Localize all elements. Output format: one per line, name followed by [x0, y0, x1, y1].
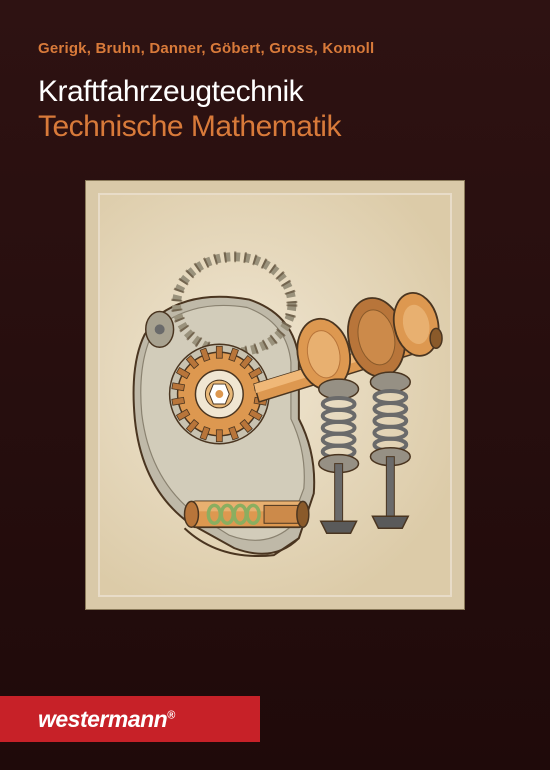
publisher-bar: westermann®: [0, 696, 260, 742]
camshaft-cutaway-svg: [100, 195, 450, 595]
title-main: Kraftfahrzeugtechnik: [38, 75, 512, 110]
publisher-name: westermann: [38, 706, 167, 732]
authors-line: Gerigk, Bruhn, Danner, Göbert, Gross, Ko…: [38, 40, 512, 57]
valve-2: [370, 372, 410, 528]
publisher-logo: westermann®: [38, 706, 175, 733]
book-cover: Gerigk, Bruhn, Danner, Göbert, Gross, Ko…: [0, 0, 550, 770]
valve-1: [319, 379, 359, 533]
illustration-frame: [85, 180, 465, 610]
technical-illustration: [100, 195, 450, 595]
registered-mark: ®: [167, 709, 175, 721]
lower-shaft: [185, 501, 309, 527]
gear-icon: [170, 344, 269, 443]
title-sub: Technische Mathematik: [38, 110, 512, 145]
